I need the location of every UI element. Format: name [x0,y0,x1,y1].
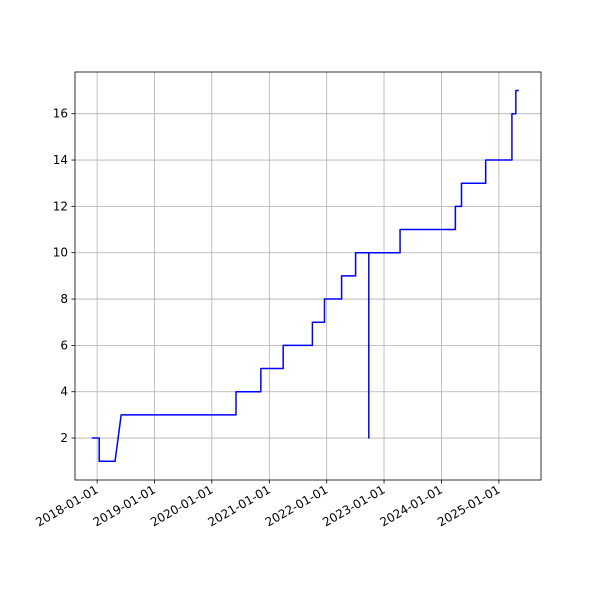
y-tick-label: 2 [60,431,68,445]
y-tick-label: 6 [60,338,68,352]
axes-frame [74,71,542,481]
y-tick-label: 4 [60,385,68,399]
data-line [91,89,519,462]
y-tick-label: 12 [53,199,68,213]
plot [91,89,519,462]
y-tick-label: 10 [53,246,68,260]
y-tick-label: 16 [53,107,68,121]
y-tick-label: 8 [60,292,68,306]
y-tick-label: 14 [53,153,68,167]
